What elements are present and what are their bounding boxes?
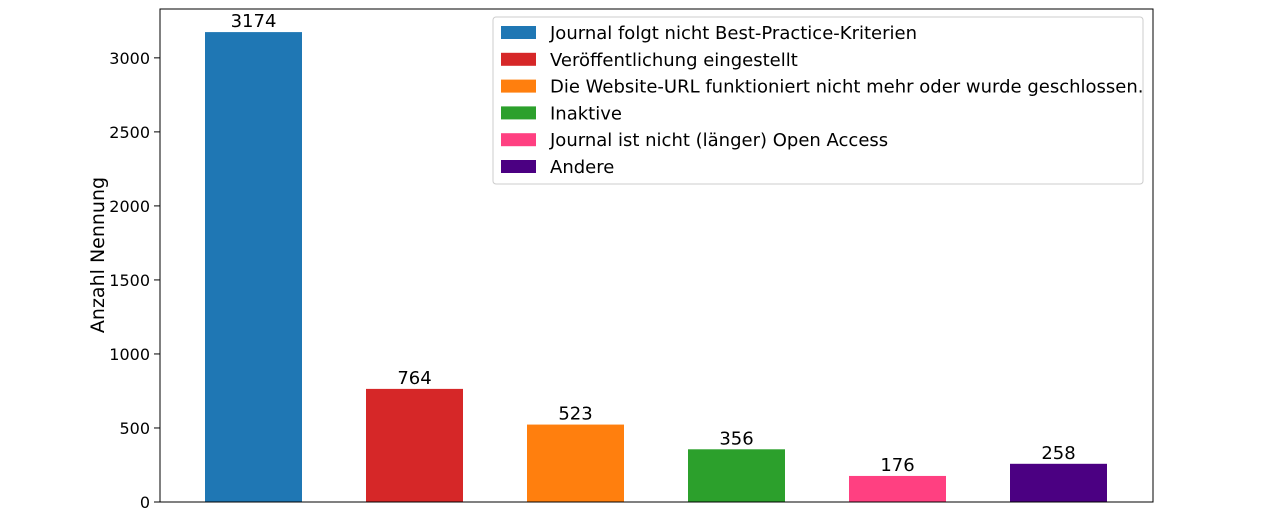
y-axis: 0 500 1000 1500 2000 2500 3000 (109, 49, 160, 512)
data-label-3: 523 (558, 404, 592, 425)
plot-frame (159, 8, 1154, 503)
legend-label-6: Andere (550, 157, 614, 178)
legend-swatch-4 (501, 106, 536, 120)
legend-swatch-5 (501, 133, 536, 147)
legend-label-3: Die Website-URL funktioniert nicht mehr … (550, 77, 1144, 98)
bar-4 (688, 449, 785, 502)
data-label-2: 764 (397, 368, 431, 389)
legend-box (492, 16, 1144, 185)
y-tick-label: 2000 (109, 197, 150, 216)
data-label-1: 3174 (231, 11, 277, 32)
legend-swatch-3 (501, 79, 536, 93)
data-label-5: 176 (880, 455, 914, 476)
legend-label-2: Veröffentlichung eingestellt (550, 50, 798, 71)
data-labels-group: 3174 764 523 356 176 258 (231, 11, 1076, 476)
y-tick-label: 1500 (109, 271, 150, 290)
legend-swatch-6 (501, 160, 536, 173)
y-tick-label: 500 (119, 419, 150, 438)
y-tick-label: 3000 (109, 49, 150, 68)
y-tick-label: 1000 (109, 345, 150, 364)
bars-group (205, 32, 1107, 503)
bar-3 (527, 424, 624, 502)
y-axis-title: Anzahl Nennung (87, 177, 109, 333)
legend-label-5: Journal ist nicht (länger) Open Access (549, 130, 888, 151)
y-tick-label: 2500 (109, 123, 150, 142)
bar-2 (366, 388, 463, 502)
y-tick-label: 0 (140, 493, 150, 512)
legend: Journal folgt nicht Best-Practice-Kriter… (492, 16, 1144, 185)
data-label-6: 258 (1041, 443, 1075, 464)
bar-6 (1010, 463, 1107, 502)
data-label-4: 356 (719, 428, 753, 449)
bar-5 (849, 475, 946, 502)
legend-swatch-2 (501, 52, 536, 66)
legend-label-1: Journal folgt nicht Best-Practice-Kriter… (549, 23, 917, 44)
legend-label-4: Inaktive (550, 103, 622, 124)
legend-swatch-1 (501, 26, 536, 39)
bar-1 (205, 32, 302, 503)
